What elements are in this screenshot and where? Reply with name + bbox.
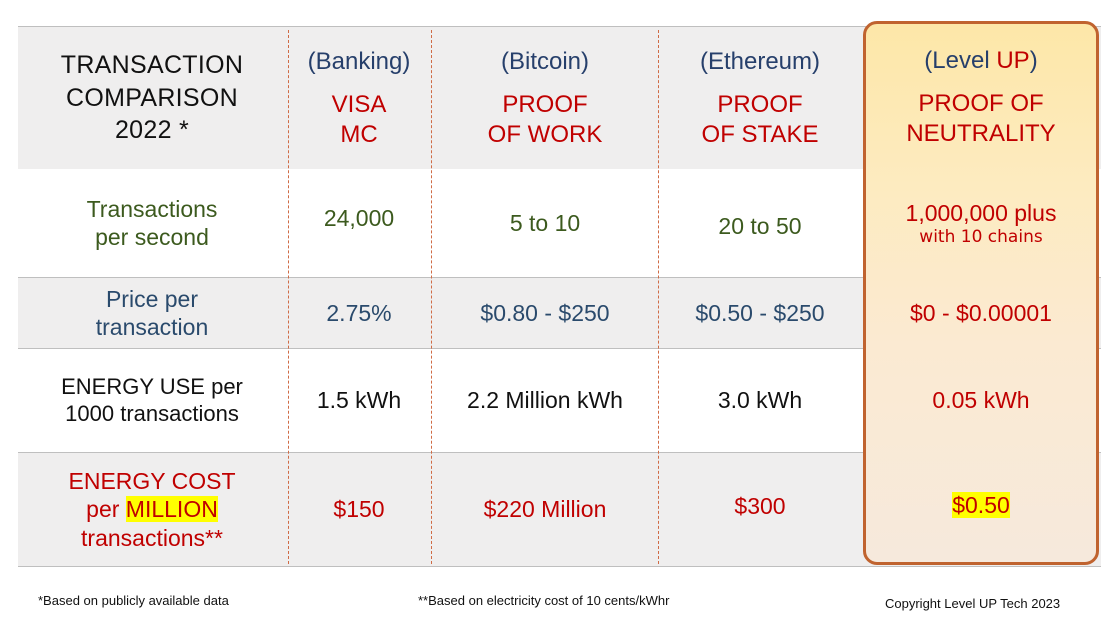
row-label-line-3: transactions** xyxy=(81,524,223,551)
table-cell: $0.80 - $250 xyxy=(432,278,658,348)
row-label-line-1: ENERGY USE per xyxy=(61,373,243,399)
title-line-2: COMPARISON xyxy=(66,83,238,112)
column-name-line-2: OF WORK xyxy=(487,120,603,148)
header-banking: (Banking) VISA MC xyxy=(288,27,430,169)
cell-note: with 10 chains xyxy=(919,226,1043,247)
category-label: (Banking) xyxy=(307,48,411,76)
column-name-line-1: PROOF xyxy=(502,91,588,119)
column-name-line-1: PROOF xyxy=(717,91,803,119)
header-ethereum: (Ethereum) PROOF OF STAKE xyxy=(660,27,860,169)
category-highlight: UP xyxy=(996,47,1030,75)
cell-value: 24,000 xyxy=(323,204,395,231)
table-cell: $0.50 xyxy=(866,453,1096,566)
table-cell: 2.2 Million kWh xyxy=(432,349,658,452)
column-divider xyxy=(288,30,289,564)
cell-value: 0.05 kWh xyxy=(932,387,1030,414)
category-suffix: ) xyxy=(1029,47,1038,75)
row-label-energy-cost: ENERGY COST per MILLION transactions** xyxy=(18,453,286,566)
level-up-highlight-panel xyxy=(863,21,1099,565)
title-line-1: TRANSACTION xyxy=(60,51,244,80)
row-label-line-1: ENERGY COST xyxy=(68,468,236,495)
footnote-electricity-cost: **Based on electricity cost of 10 cents/… xyxy=(418,593,670,608)
table-title: TRANSACTION COMPARISON 2022 * xyxy=(18,27,286,169)
table-cell: 1.5 kWh xyxy=(288,349,430,452)
row-label-line-2: transaction xyxy=(95,314,209,340)
highlighted-value: $0.50 xyxy=(952,492,1010,519)
cell-value: $0.50 - $250 xyxy=(695,299,825,326)
cell-value: 2.2 Million kWh xyxy=(467,387,623,414)
table-cell: $150 xyxy=(288,453,430,566)
level-up-column: (Level UP) PROOF OF NEUTRALITY 1,000,000… xyxy=(866,26,1096,567)
column-name-line-2: MC xyxy=(340,120,378,148)
table-cell: 24,000 xyxy=(288,169,430,277)
cell-value: $150 xyxy=(333,496,385,523)
cell-value: 1,000,000 plus xyxy=(905,199,1057,226)
cell-value: 20 to 50 xyxy=(718,212,802,239)
table-cell: 20 to 50 xyxy=(660,169,860,277)
category-label: (Bitcoin) xyxy=(500,48,590,76)
title-line-3: 2022 * xyxy=(114,116,190,145)
column-name-line-2: NEUTRALITY xyxy=(906,119,1056,147)
row-label-line-2: per MILLION xyxy=(86,495,218,523)
category-label: (Level UP) xyxy=(924,46,1037,75)
table-cell: $0.50 - $250 xyxy=(660,278,860,348)
header-bitcoin: (Bitcoin) PROOF OF WORK xyxy=(432,27,658,169)
column-divider xyxy=(431,30,432,564)
label-prefix: per xyxy=(86,496,126,523)
row-label-line-2: per second xyxy=(95,224,209,250)
cell-value: $0.50 xyxy=(952,491,1010,519)
cell-value: 5 to 10 xyxy=(509,209,581,236)
header-level-up: (Level UP) PROOF OF NEUTRALITY xyxy=(866,26,1096,168)
table-cell: 1,000,000 plus with 10 chains xyxy=(866,169,1096,277)
table-cell: $220 Million xyxy=(432,453,658,566)
copyright-notice: Copyright Level UP Tech 2023 xyxy=(885,596,1061,611)
footnote-data-source: *Based on publicly available data xyxy=(38,593,229,608)
table-cell: $300 xyxy=(660,453,860,566)
row-label-tps: Transactions per second xyxy=(18,169,286,277)
header-row: TRANSACTION COMPARISON 2022 * (Banking) … xyxy=(18,26,1101,170)
category-prefix: (Level xyxy=(924,47,997,75)
table-cell: 2.75% xyxy=(288,278,430,348)
category-label: (Ethereum) xyxy=(699,48,821,76)
row-label-line-1: Transactions xyxy=(86,195,218,222)
row-label-price: Price per transaction xyxy=(18,278,286,348)
cell-value: 1.5 kWh xyxy=(316,387,402,414)
cell-value: $0.80 - $250 xyxy=(480,299,610,326)
highlighted-word: MILLION xyxy=(125,496,218,523)
cell-value: $220 Million xyxy=(483,496,607,523)
column-divider xyxy=(658,30,659,564)
cell-value: 2.75% xyxy=(326,299,392,326)
row-label-energy-use: ENERGY USE per 1000 transactions xyxy=(18,349,286,452)
column-name-line-2: OF STAKE xyxy=(701,120,819,148)
row-label-line-2: 1000 transactions xyxy=(65,400,239,426)
table-cell: 0.05 kWh xyxy=(866,349,1096,452)
column-name-line-1: PROOF OF xyxy=(918,90,1044,118)
table-cell: $0 - $0.00001 xyxy=(866,278,1096,348)
cell-value: 3.0 kWh xyxy=(717,387,803,414)
cell-value: $0 - $0.00001 xyxy=(910,299,1052,326)
row-label-line-1: Price per xyxy=(105,285,199,312)
column-name-line-1: VISA xyxy=(331,91,387,119)
table-cell: 3.0 kWh xyxy=(660,349,860,452)
cell-value: $300 xyxy=(734,493,786,520)
table-cell: 5 to 10 xyxy=(432,169,658,277)
